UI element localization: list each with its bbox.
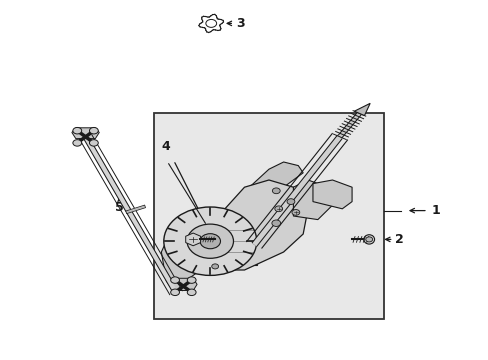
Polygon shape bbox=[185, 233, 200, 246]
Circle shape bbox=[170, 277, 179, 283]
Polygon shape bbox=[293, 180, 332, 220]
Circle shape bbox=[73, 140, 81, 146]
Circle shape bbox=[187, 277, 196, 283]
Text: 5: 5 bbox=[115, 201, 123, 213]
Text: 3: 3 bbox=[235, 17, 244, 30]
Circle shape bbox=[89, 127, 98, 134]
Polygon shape bbox=[239, 162, 303, 216]
Polygon shape bbox=[354, 103, 369, 116]
Circle shape bbox=[205, 19, 216, 27]
Circle shape bbox=[186, 224, 233, 258]
Circle shape bbox=[271, 220, 280, 226]
Polygon shape bbox=[215, 180, 307, 270]
Circle shape bbox=[211, 264, 218, 269]
Circle shape bbox=[272, 188, 280, 194]
Text: 1: 1 bbox=[431, 204, 440, 217]
Polygon shape bbox=[169, 278, 197, 291]
Text: 6: 6 bbox=[231, 233, 240, 246]
Text: 2: 2 bbox=[394, 233, 403, 246]
Circle shape bbox=[286, 199, 294, 204]
Bar bbox=[154, 113, 383, 319]
Text: 4: 4 bbox=[161, 140, 170, 153]
Circle shape bbox=[163, 207, 256, 275]
Circle shape bbox=[170, 289, 179, 296]
FancyBboxPatch shape bbox=[212, 214, 256, 265]
Circle shape bbox=[365, 237, 372, 242]
Polygon shape bbox=[161, 223, 220, 295]
Circle shape bbox=[200, 234, 220, 249]
Polygon shape bbox=[72, 128, 99, 139]
Circle shape bbox=[73, 127, 81, 134]
Ellipse shape bbox=[363, 235, 374, 244]
Polygon shape bbox=[312, 180, 351, 209]
Circle shape bbox=[274, 206, 282, 212]
Circle shape bbox=[89, 140, 98, 146]
Circle shape bbox=[291, 210, 299, 215]
Circle shape bbox=[187, 289, 196, 296]
